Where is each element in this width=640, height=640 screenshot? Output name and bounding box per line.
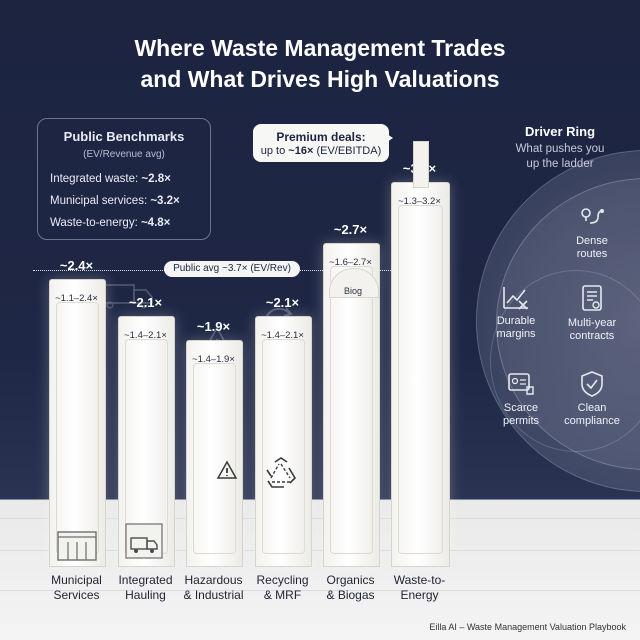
range-label: ~1.4–2.1× <box>261 329 304 341</box>
peak-label: ~1.9× <box>196 319 231 335</box>
bar-inner-outline <box>330 265 373 554</box>
recycling-icon <box>266 457 297 488</box>
range-label: ~1.6–2.7× <box>329 256 372 268</box>
permit-stamp-icon <box>508 373 534 395</box>
dome-label: Biog <box>343 286 362 296</box>
hazard-warning-icon <box>216 460 238 479</box>
benchmarks-subheading: (EV/Revenue avg) <box>83 149 165 160</box>
bar-4 <box>255 315 312 567</box>
benchmark-label: Integrated waste: <box>50 173 142 185</box>
category-label: Hazardous & Industrial <box>183 573 244 602</box>
category-label: Organics & Biogas <box>326 573 375 602</box>
category-label: Municipal Services <box>51 573 102 602</box>
benchmarks-heading: Public Benchmarks <box>63 129 185 144</box>
peak-label: ~2.7× <box>333 221 368 237</box>
benchmark-row: Waste-to-energy: ~4.8× <box>50 217 170 229</box>
bar-inner-outline <box>398 205 443 554</box>
premium-deals-callout: Premium deals: up to ~16× (EV/EBITDA) <box>253 124 389 162</box>
peak-label: ~2.1× <box>128 294 163 310</box>
range-label: ~1.1–2.4× <box>55 293 98 305</box>
benchmark-value: ~4.8× <box>140 217 171 229</box>
benchmark-row: Integrated waste: ~2.8× <box>50 173 171 185</box>
driver-dense-routes: Dense routes <box>552 205 632 261</box>
shield-check-icon <box>581 371 603 397</box>
callout-detail: up to ~16× (EV/EBITDA) <box>260 145 382 157</box>
route-pin-icon <box>581 208 604 224</box>
driver-ring-heading: Driver Ring <box>524 124 596 139</box>
bar-1 <box>49 279 106 567</box>
biogas-dome-icon <box>329 268 379 298</box>
bar-inner-outline <box>56 302 99 554</box>
hauling-truck-icon <box>125 523 163 559</box>
chart-tools-icon <box>503 287 528 310</box>
bar-3 <box>186 340 243 567</box>
benchmark-value: ~3.2× <box>150 195 180 207</box>
contract-icon <box>582 285 602 311</box>
driver-clean-compliance: Clean compliance <box>552 370 632 428</box>
driver-multi-year-contracts: Multi-year contracts <box>552 283 632 343</box>
driver-scarce-permits: Scarce permits <box>481 370 561 428</box>
bar-inner-outline <box>193 363 236 554</box>
driver-durable-margins: Durable margins <box>476 283 556 341</box>
bar-6 <box>391 182 450 567</box>
benchmark-label: Waste-to-energy: <box>50 217 141 229</box>
floor <box>0 500 640 640</box>
municipal-building-icon <box>57 531 97 561</box>
category-label: Recycling & MRF <box>256 573 309 602</box>
category-label: Integrated Hauling <box>118 573 173 602</box>
range-label: ~1.3–3.2× <box>398 196 441 208</box>
bar-inner-outline <box>262 338 305 554</box>
title-line-1: Where Waste Management Trades <box>134 35 506 61</box>
peak-label: ~2.1× <box>265 294 300 310</box>
footer-credit: Eilla AI – Waste Management Valuation Pl… <box>429 622 626 632</box>
public-benchmarks-box: Public Benchmarks (EV/Revenue avg) Integ… <box>37 118 211 240</box>
callout-title: Premium deals: <box>276 130 366 144</box>
range-label: ~1.4–2.1× <box>124 329 167 341</box>
title-line-2: and What Drives High Valuations <box>140 66 500 92</box>
peak-label: ~2.4× <box>59 258 94 274</box>
benchmark-row: Municipal services: ~3.2× <box>50 195 180 207</box>
chimney-icon <box>413 141 429 188</box>
public-average-label: Public avg ~3.7× (EV/Rev) <box>164 261 300 277</box>
callout-pointer <box>384 132 393 144</box>
driver-ring-subheading: What pushes you up the ladder <box>515 143 605 170</box>
range-label: ~1.4–1.9× <box>192 354 235 366</box>
category-label: Waste-to- Energy <box>393 573 446 602</box>
truck-icon <box>99 284 153 309</box>
benchmark-label: Municipal services: <box>50 195 151 207</box>
benchmark-value: ~2.8× <box>141 173 171 185</box>
